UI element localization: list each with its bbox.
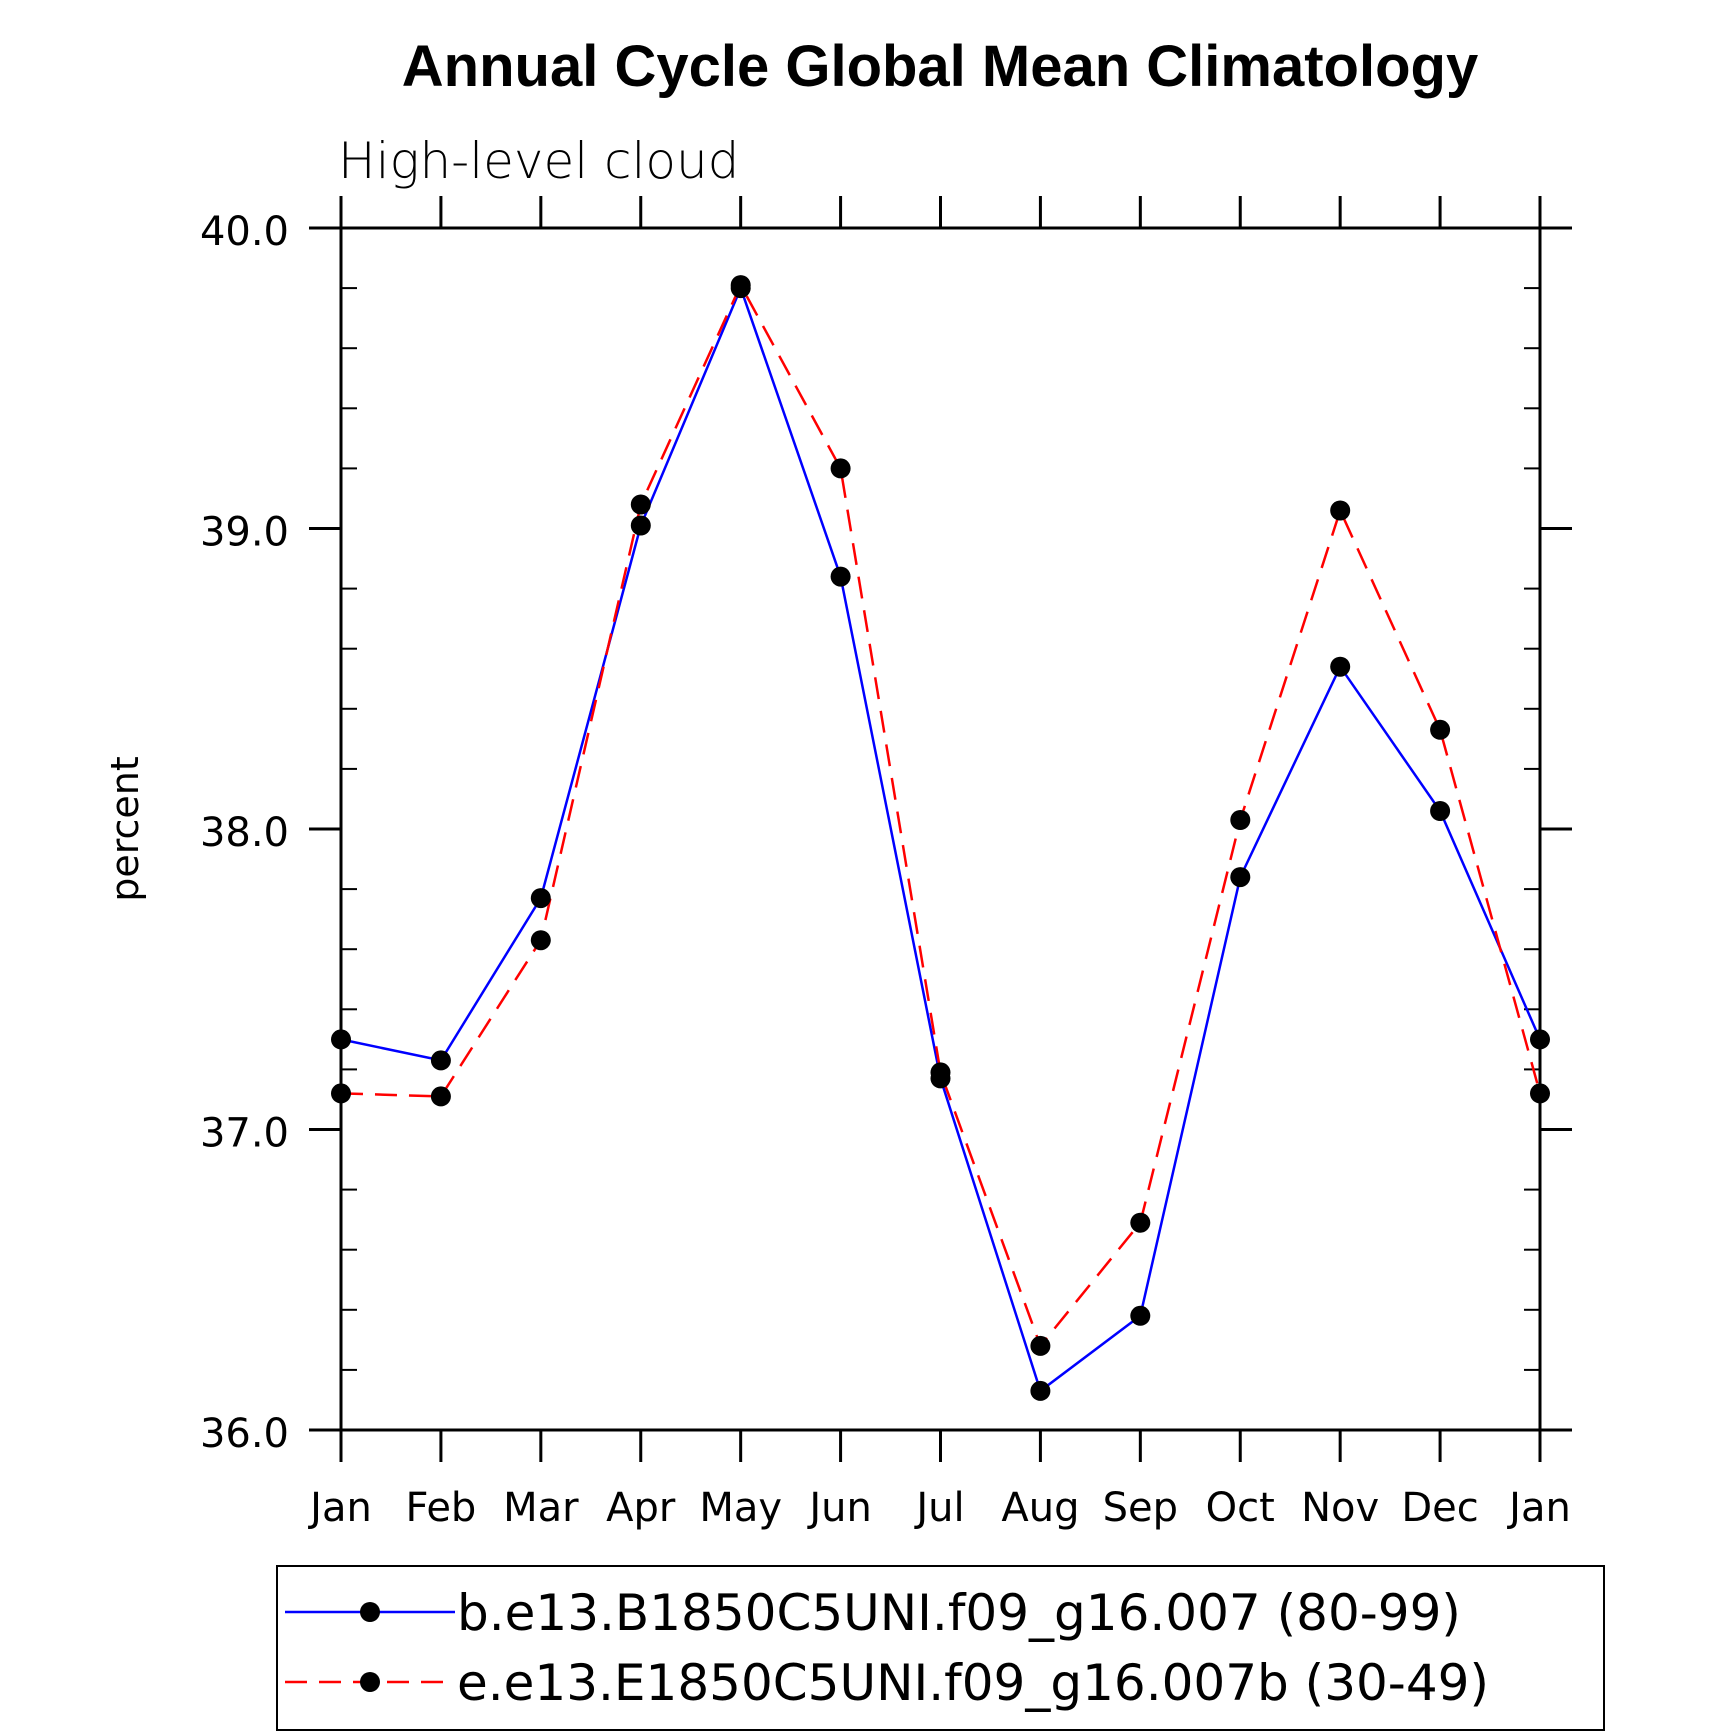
x-tick-label: Sep (1103, 1485, 1178, 1531)
x-tick-label: Jan (1506, 1485, 1571, 1531)
series-2-point (331, 1083, 351, 1104)
axis-ticks: Jan Feb Mar Apr May Jun Jul Aug Sep Oct Nov Dec Jan 3… (200, 196, 1572, 1531)
legend-label-1: b.e13.B1850C5UNI.f09_g16.007 (80-99) (457, 1584, 1461, 1642)
x-tick-label: Jul (913, 1485, 964, 1531)
legend-box (276, 1565, 1605, 1731)
y-tick-label: 40.0 (200, 209, 289, 255)
y-tick-label: 36.0 (200, 1411, 289, 1457)
series-2-point (830, 458, 851, 479)
y-tick-label: 38.0 (200, 810, 289, 856)
legend-marker-2 (360, 1672, 380, 1692)
y-tick-label: 39.0 (200, 510, 289, 556)
series-2-point (1030, 1335, 1051, 1356)
series-layer (331, 275, 1550, 1401)
legend: b.e13.B1850C5UNI.f09_g16.007 (80-99) e.e1… (276, 1565, 1605, 1731)
series-line-1 (340, 284, 1542, 1393)
legend-marker-1 (360, 1602, 380, 1622)
x-tick-label: Aug (1001, 1485, 1079, 1531)
plot-frame (339, 226, 1542, 1432)
legend-label-2: e.e13.E1850C5UNI.f09_g16.007b (30-49) (457, 1654, 1489, 1712)
series-1-point (1330, 656, 1351, 677)
series-1-point (1030, 1380, 1051, 1401)
series-1-point (830, 566, 851, 587)
x-tick-label: Dec (1401, 1485, 1478, 1531)
y-axis-label: percent (103, 756, 147, 902)
series-1-point (1430, 801, 1451, 821)
x-tick-label: Feb (406, 1485, 477, 1531)
x-tick-label: Apr (606, 1485, 676, 1531)
series-2-point (1330, 500, 1351, 521)
series-1-point (1530, 1029, 1550, 1050)
series-1-point (430, 1050, 451, 1071)
series-line-2 (340, 282, 1542, 1349)
series-1-point (1230, 867, 1251, 888)
series-2-point (730, 275, 751, 296)
series-2-point (630, 494, 651, 515)
series-2-point (1530, 1083, 1550, 1104)
series-1-point (331, 1029, 351, 1050)
series-1-point (530, 888, 551, 909)
series-2-point (1130, 1212, 1151, 1233)
x-tick-label: Jan (307, 1485, 372, 1531)
x-tick-label: Oct (1206, 1485, 1275, 1531)
chart-subtitle: High-level cloud (338, 132, 739, 190)
series-2-point (930, 1062, 951, 1083)
series-2-point (530, 930, 551, 951)
y-tick-label: 37.0 (200, 1111, 289, 1157)
x-tick-label: May (699, 1485, 782, 1531)
x-tick-label: Nov (1301, 1485, 1379, 1531)
series-1-point (1130, 1305, 1151, 1326)
series-2-point (430, 1086, 451, 1107)
series-2-point (1230, 810, 1251, 830)
chart-title: Annual Cycle Global Mean Climatology (402, 34, 1478, 99)
x-tick-label: Mar (503, 1485, 579, 1531)
series-2-point (1430, 719, 1451, 740)
series-1-point (630, 515, 651, 536)
x-tick-label: Jun (806, 1485, 872, 1531)
